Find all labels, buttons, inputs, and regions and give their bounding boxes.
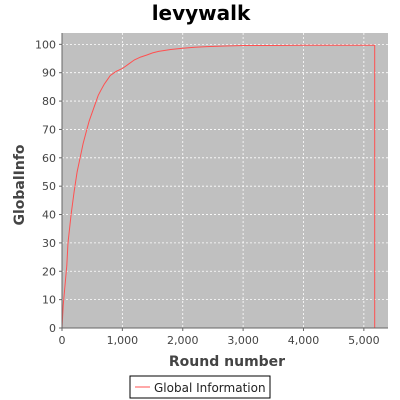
x-tick-label: 5,000 [348, 334, 380, 347]
legend-box [129, 375, 271, 399]
chart-title: levywalk [152, 1, 251, 25]
y-tick-label: 40 [42, 209, 56, 222]
y-tick-label: 70 [42, 123, 56, 136]
y-tick-label: 90 [42, 67, 56, 80]
y-axis-label: GlobalInfo [12, 144, 28, 225]
legend: Global Information [129, 375, 271, 399]
y-tick-label: 0 [49, 322, 56, 335]
tick-labels: 0 1,000 2,000 3,000 4,000 5,000 0 10 20 30 40 50 60 7… [35, 38, 380, 347]
y-tick-label: 80 [42, 95, 56, 108]
x-tick-label: 0 [59, 334, 66, 347]
plot-area [62, 33, 388, 328]
x-tick-label: 2,000 [167, 334, 199, 347]
x-tick-label: 3,000 [227, 334, 259, 347]
y-tick-label: 20 [42, 265, 56, 278]
y-tick-label: 10 [42, 294, 56, 307]
x-tick-label: 4,000 [288, 334, 320, 347]
y-tick-label: 50 [42, 180, 56, 193]
x-axis-label: Round number [169, 354, 285, 370]
axes [59, 33, 388, 331]
y-tick-label: 30 [42, 237, 56, 250]
series-layer [61, 44, 376, 329]
y-tick-label: 100 [35, 38, 56, 51]
x-tick-label: 1,000 [107, 334, 139, 347]
y-tick-label: 60 [42, 152, 56, 165]
legend-label: Global Information [154, 381, 266, 395]
series-line-global-information [61, 44, 376, 329]
